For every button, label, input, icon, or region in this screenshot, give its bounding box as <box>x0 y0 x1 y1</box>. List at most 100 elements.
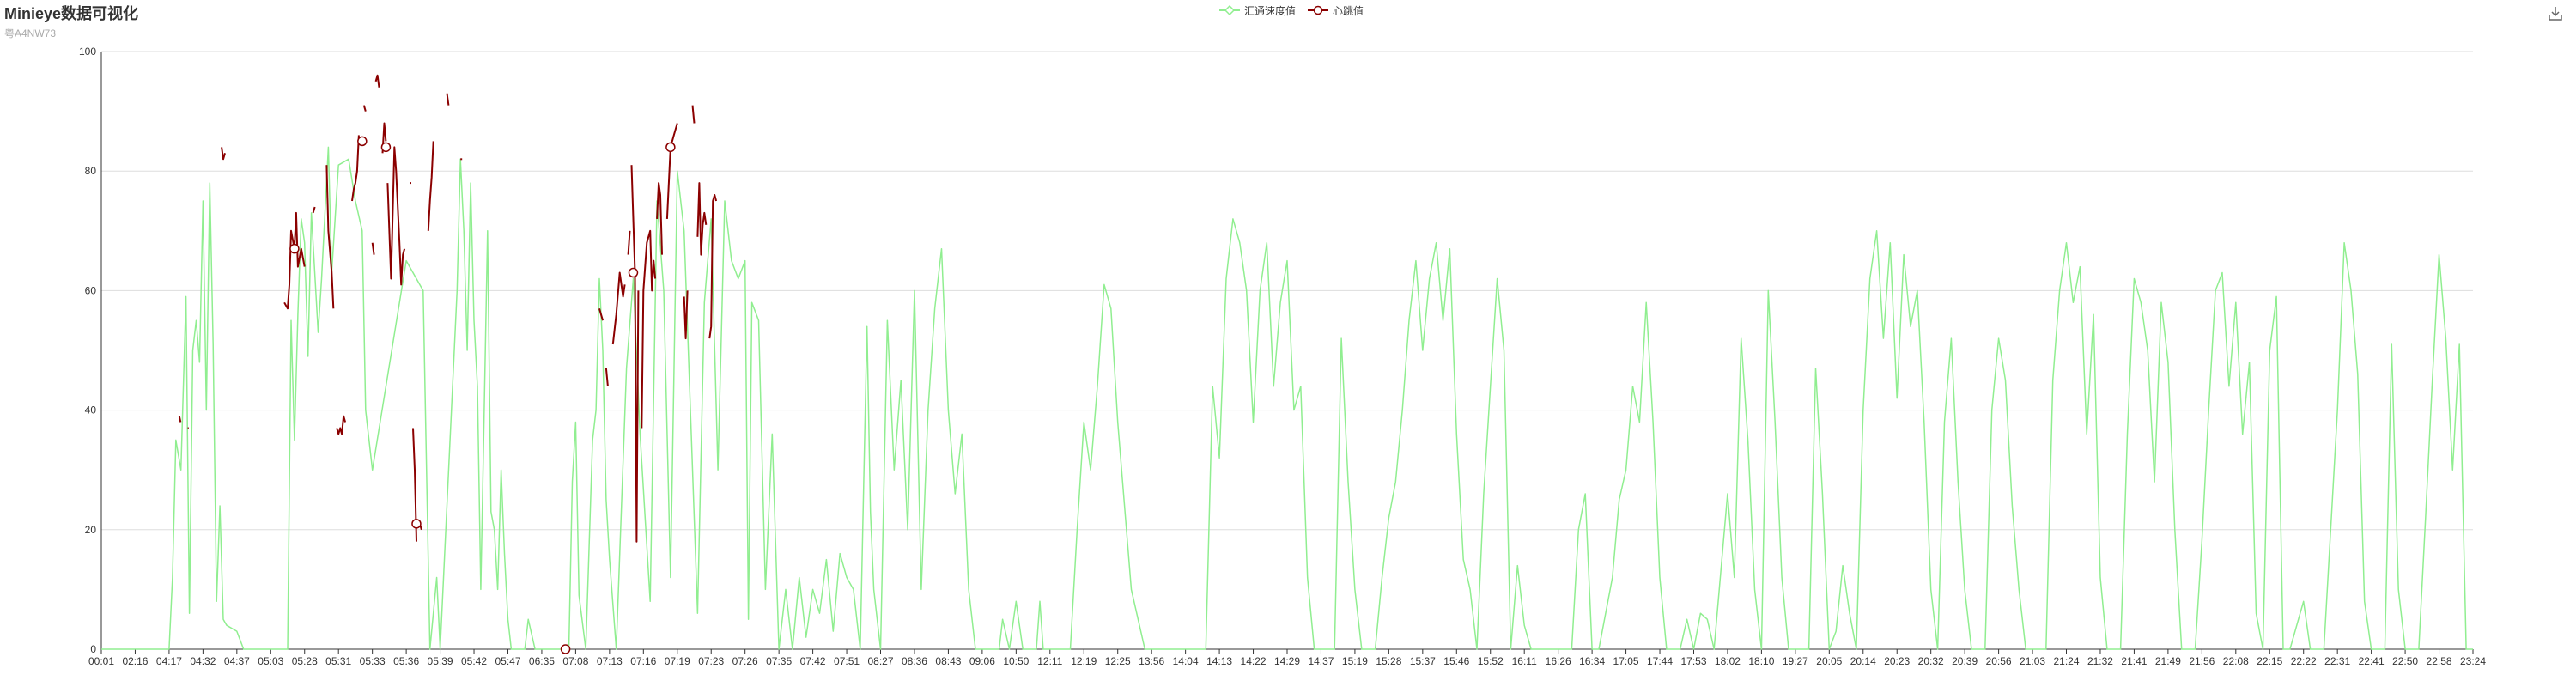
series-heart-segment <box>371 242 375 255</box>
x-tick-label: 06:35 <box>529 655 555 667</box>
x-tick-label: 20:56 <box>1986 655 2012 667</box>
x-tick-label: 14:13 <box>1206 655 1232 667</box>
chart-subtitle: 粤A4NW73 <box>4 27 57 40</box>
x-tick-label: 22:50 <box>2392 655 2418 667</box>
series-heart-segment <box>386 146 406 286</box>
series-heart-segment <box>178 416 182 423</box>
series-heart-segment <box>312 206 316 214</box>
x-tick-label: 20:23 <box>1884 655 1910 667</box>
series-heart-segment <box>325 165 335 309</box>
x-tick-label: 22:15 <box>2257 655 2282 667</box>
x-tick-label: 18:02 <box>1715 655 1741 667</box>
x-tick-label: 14:37 <box>1308 655 1334 667</box>
series-heart-point <box>665 142 676 153</box>
x-tick-label: 22:31 <box>2324 655 2350 667</box>
x-tick-label: 14:04 <box>1173 655 1199 667</box>
legend-heart-swatch-icon <box>1308 5 1329 15</box>
legend: 汇通速度值 心跳值 <box>1219 2 1364 19</box>
x-tick-label: 08:43 <box>935 655 961 667</box>
x-tick-label: 04:37 <box>224 655 250 667</box>
x-tick-label: 04:32 <box>190 655 216 667</box>
x-tick-label: 02:16 <box>122 655 148 667</box>
series-heart-segment <box>362 105 367 112</box>
x-tick-label: 12:11 <box>1037 655 1062 667</box>
series-heart-segment <box>683 290 689 340</box>
y-tick-label: 40 <box>85 404 97 416</box>
x-tick-label: 08:27 <box>867 655 893 667</box>
x-tick-label: 07:42 <box>800 655 826 667</box>
x-tick-label: 22:41 <box>2359 655 2385 667</box>
legend-heart-label: 心跳值 <box>1333 4 1364 17</box>
x-tick-label: 05:33 <box>360 655 386 667</box>
x-tick-label: 21:41 <box>2121 655 2147 667</box>
x-tick-label: 12:19 <box>1071 655 1097 667</box>
x-tick-label: 05:42 <box>461 655 487 667</box>
x-tick-label: 16:11 <box>1512 655 1537 667</box>
x-tick-label: 05:36 <box>393 655 419 667</box>
x-tick-label: 04:17 <box>156 655 182 667</box>
x-tick-label: 21:49 <box>2155 655 2181 667</box>
legend-speed-swatch-icon <box>1219 4 1240 16</box>
x-tick-label: 07:23 <box>698 655 724 667</box>
x-tick-label: 15:37 <box>1410 655 1436 667</box>
x-tick-label: 14:29 <box>1274 655 1300 667</box>
series-heart-segment <box>412 428 417 542</box>
series-heart-point <box>289 243 300 254</box>
legend-item-heart[interactable]: 心跳值 <box>1308 3 1364 18</box>
y-tick-label: 0 <box>90 643 96 655</box>
x-tick-label: 23:24 <box>2460 655 2486 667</box>
x-tick-label: 07:13 <box>597 655 623 667</box>
x-tick-label: 15:46 <box>1443 655 1469 667</box>
series-heart-segment <box>665 123 678 219</box>
series-heart-segment <box>374 74 380 88</box>
x-tick-label: 16:34 <box>1579 655 1605 667</box>
series-heart-point <box>411 519 422 529</box>
x-tick-label: 09:06 <box>969 655 995 667</box>
x-tick-label: 05:03 <box>258 655 283 667</box>
series-heart-point <box>628 267 639 278</box>
series-heart-segment <box>605 368 609 386</box>
x-tick-label: 05:28 <box>292 655 318 667</box>
x-tick-label: 17:53 <box>1680 655 1706 667</box>
x-tick-label: 22:22 <box>2291 655 2317 667</box>
series-heart-segment <box>221 147 226 161</box>
y-tick-label: 100 <box>79 46 96 58</box>
series-heart-segment <box>627 230 631 255</box>
x-tick-label: 20:05 <box>1816 655 1842 667</box>
x-tick-label: 20:39 <box>1952 655 1978 667</box>
x-tick-label: 17:05 <box>1613 655 1639 667</box>
x-tick-label: 21:03 <box>2020 655 2045 667</box>
x-tick-label: 19:27 <box>1783 655 1808 667</box>
x-tick-label: 16:26 <box>1546 655 1571 667</box>
series-heart-segment <box>446 93 450 106</box>
series-heart-segment <box>611 271 626 345</box>
series-heart-segment <box>641 229 657 429</box>
x-tick-label: 15:28 <box>1376 655 1401 667</box>
series-heart-point <box>357 136 368 147</box>
legend-speed-label: 汇通速度值 <box>1244 4 1297 17</box>
x-tick-label: 05:47 <box>495 655 520 667</box>
x-tick-label: 08:36 <box>902 655 927 667</box>
series-heart-point <box>380 142 392 153</box>
series-heart-segment <box>336 415 347 435</box>
x-tick-label: 12:25 <box>1105 655 1131 667</box>
x-tick-label: 22:58 <box>2427 655 2452 667</box>
chart-title: Minieye数据可视化 <box>4 5 139 22</box>
x-tick-label: 13:56 <box>1139 655 1164 667</box>
x-tick-label: 20:32 <box>1918 655 1944 667</box>
x-tick-label: 21:32 <box>2087 655 2113 667</box>
x-tick-label: 05:31 <box>325 655 351 667</box>
x-tick-label: 00:01 <box>88 655 114 667</box>
x-tick-label: 15:19 <box>1342 655 1368 667</box>
series-heart-segment <box>708 194 718 339</box>
legend-item-speed[interactable]: 汇通速度值 <box>1219 3 1296 18</box>
series-heart-segment <box>427 141 434 231</box>
download-icon[interactable] <box>2547 5 2564 22</box>
series-heart-segment <box>696 182 708 256</box>
x-tick-label: 10:50 <box>1003 655 1029 667</box>
series-speed-line <box>101 146 2473 650</box>
x-tick-label: 07:35 <box>766 655 792 667</box>
y-tick-label: 60 <box>85 284 97 296</box>
x-tick-label: 22:08 <box>2223 655 2249 667</box>
